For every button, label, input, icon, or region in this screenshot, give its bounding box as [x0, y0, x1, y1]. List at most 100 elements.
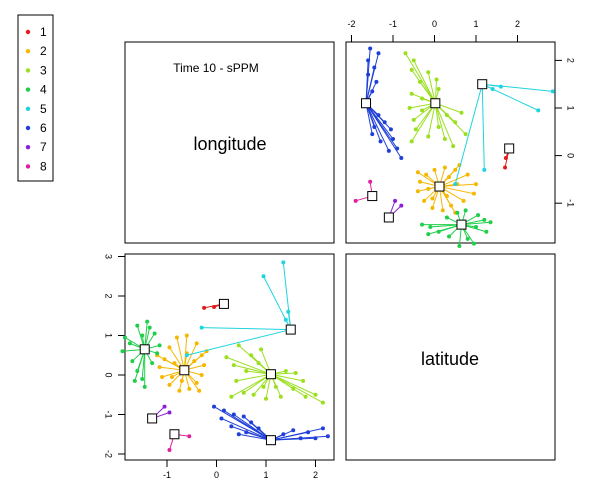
cluster-3-link-bottom-left	[270, 373, 304, 382]
cluster-3-point-bottom-left	[283, 369, 288, 374]
cluster-3-link-bottom-left	[270, 373, 324, 404]
cluster-2-point-bottom-left	[194, 341, 199, 346]
cluster-3-point-bottom-left	[273, 384, 278, 389]
cluster-6-point-top-right	[374, 79, 379, 84]
cluster-6-point-bottom-left	[219, 416, 224, 421]
cluster-6-link-top-right	[365, 103, 373, 135]
cluster-7-point-top-right	[393, 198, 398, 203]
cluster-2-point-bottom-left	[187, 386, 192, 391]
cluster-3-link-bottom-left	[233, 364, 272, 375]
cluster-4-point-bottom-left	[135, 323, 140, 328]
legend-label-7: 7	[40, 140, 47, 154]
axis-left-tick-label: -2	[104, 450, 114, 458]
cluster-6-point-top-right	[370, 89, 375, 94]
axis-right: -1 0 1 2	[555, 58, 576, 207]
cluster-6-link-top-right	[365, 53, 379, 104]
axis-left-tick-label: 0	[104, 372, 114, 377]
cluster-6-point-top-right	[366, 58, 371, 63]
cluster-2-center-top-right	[434, 181, 445, 192]
cluster-5-link-top-right	[481, 84, 485, 170]
cluster-7-point-top-right	[399, 203, 404, 208]
cluster-2-point-bottom-left	[167, 345, 172, 350]
cluster-3-point-top-right	[436, 86, 441, 91]
cluster-3-point-top-right	[444, 113, 449, 118]
panel-frame-top-left	[124, 41, 335, 244]
cluster-3-link-bottom-left	[270, 373, 306, 398]
panel-label-latitude: latitude	[421, 349, 479, 369]
cluster-6-point-top-right	[372, 125, 377, 130]
cluster-2-point-bottom-left	[169, 374, 174, 379]
cluster-1-point-top-right	[503, 165, 508, 170]
cluster-4-point-bottom-left	[142, 384, 147, 389]
cluster-2-point-top-right	[474, 182, 478, 187]
cluster-3-center-bottom-left	[265, 369, 276, 380]
cluster-3-point-top-right	[463, 132, 468, 137]
axis-right-tick-label: -1	[566, 199, 576, 207]
cluster-2-point-bottom-left	[194, 380, 199, 385]
cluster-3-point-bottom-left	[244, 369, 249, 374]
cluster-6-point-top-right	[376, 113, 381, 118]
cluster-3-point-bottom-left	[320, 400, 325, 405]
cluster-6-link-bottom-left	[238, 433, 272, 441]
legend-box	[17, 14, 54, 182]
cluster-2-point-top-right	[430, 205, 435, 210]
cluster-3-link-top-right	[405, 53, 436, 104]
axis-top-tick-label: 1	[473, 19, 478, 29]
cluster-3-link-bottom-left	[270, 373, 316, 396]
cluster-8-point-bottom-left	[167, 448, 172, 453]
cluster-5-center-top-right	[477, 79, 488, 90]
cluster-2-point-top-right	[461, 198, 466, 203]
cluster-6-center-top-right	[361, 98, 372, 109]
cluster-5-point-top-right	[490, 86, 495, 91]
cluster-5-point-top-right	[482, 167, 487, 172]
cluster-3-point-top-right	[426, 134, 431, 139]
cluster-3-point-bottom-left	[231, 363, 236, 368]
cluster-6-point-top-right	[388, 127, 393, 132]
cluster-4-point-top-right	[444, 215, 449, 220]
cluster-3-link-bottom-left	[236, 373, 272, 382]
cluster-5-point-bottom-left	[283, 317, 288, 322]
cluster-5-point-top-right	[453, 182, 458, 187]
cluster-2-point-bottom-left	[174, 335, 179, 340]
cluster-6-point-bottom-left	[256, 426, 261, 431]
axis-top-tick-label: -1	[389, 19, 397, 29]
cluster-3-point-bottom-left	[249, 353, 254, 358]
panel-frame-bottom-left	[124, 253, 335, 461]
cluster-6-point-top-right	[395, 146, 400, 151]
cluster-2-point-top-right	[415, 189, 420, 194]
cluster-4-point-top-right	[474, 225, 478, 229]
cluster-6-point-bottom-left	[291, 428, 296, 433]
cluster-2-point-top-right	[430, 196, 435, 201]
legend-marker-4	[25, 87, 31, 92]
cluster-6-point-bottom-left	[298, 436, 303, 441]
cluster-3-point-top-right	[453, 120, 458, 125]
cluster-3-point-bottom-left	[313, 392, 318, 397]
cluster-3-point-top-right	[407, 106, 412, 110]
cluster-4-point-bottom-left	[140, 333, 145, 338]
legend-label-5: 5	[40, 102, 47, 116]
cluster-4-point-top-right	[463, 208, 468, 213]
cluster-4-point-bottom-left	[127, 341, 132, 346]
cluster-6-point-bottom-left	[313, 436, 318, 441]
cluster-4-link-bottom-left	[134, 349, 146, 382]
cluster-8-point-bottom-left	[187, 434, 192, 439]
cluster-5-point-top-right	[536, 108, 541, 113]
cluster-6-link-top-right	[365, 103, 390, 152]
cluster-4-point-top-right	[426, 232, 431, 237]
legend-marker-7	[25, 145, 31, 150]
cluster-4-point-bottom-left	[120, 349, 125, 354]
cluster-3-point-top-right	[403, 51, 408, 56]
cluster-2-point-top-right	[440, 208, 445, 213]
cluster-2-point-bottom-left	[197, 388, 202, 393]
cluster-3-link-top-right	[434, 103, 446, 140]
cluster-7-point-bottom-left	[162, 404, 167, 409]
cluster-2-link-bottom-left	[176, 337, 185, 371]
legend-entries: 1 2 3 4 5 6 7 8	[25, 25, 47, 173]
axis-right-tick-label: 1	[566, 105, 576, 110]
cluster-3-link-top-right	[411, 69, 436, 104]
cluster-2-point-bottom-left	[179, 378, 184, 383]
cluster-1-point-top-right	[503, 155, 508, 160]
cluster-4-point-bottom-left	[155, 351, 160, 356]
cluster-3-point-top-right	[409, 139, 414, 144]
